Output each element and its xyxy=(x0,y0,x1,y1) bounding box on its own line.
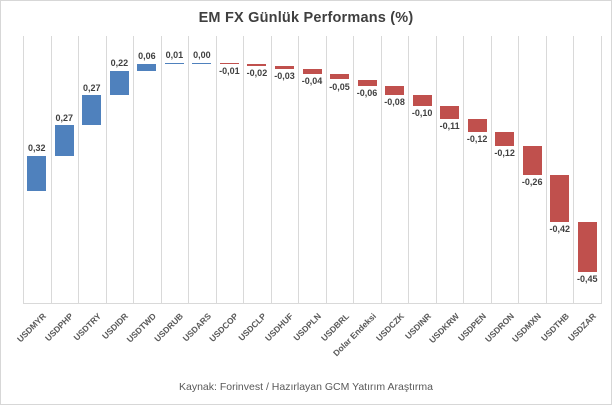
category-gridline xyxy=(188,36,190,304)
waterfall-bar-USDRON xyxy=(495,132,515,146)
waterfall-bar-USDTRY xyxy=(82,95,102,126)
bar-value-label: 0,27 xyxy=(83,82,101,93)
waterfall-bar-USDPLN xyxy=(302,69,322,74)
bar-value-label: 0,00 xyxy=(193,50,211,61)
waterfall-bar-USDRUB xyxy=(164,62,184,65)
category-gridline xyxy=(435,36,437,304)
category-gridline xyxy=(298,36,300,304)
bar-value-label: 0,01 xyxy=(165,50,184,61)
category-gridline xyxy=(270,36,272,304)
category-gridline xyxy=(215,36,217,304)
waterfall-bar-USDARS xyxy=(192,62,212,65)
bar-value-label: -0,12 xyxy=(494,147,515,158)
bar-value-label: -0,11 xyxy=(439,120,460,131)
bar-value-label: 0,27 xyxy=(55,112,74,123)
waterfall-bar-Dolar Endeksi xyxy=(357,79,377,87)
waterfall-bar-USDCZK xyxy=(385,86,405,96)
category-gridline xyxy=(545,36,547,304)
bar-value-label: -0,08 xyxy=(384,97,405,108)
waterfall-bar-USDPEN xyxy=(467,118,487,133)
category-gridline xyxy=(23,36,24,304)
waterfall-bar-USDKRW xyxy=(440,106,460,119)
category-gridline xyxy=(573,36,575,304)
category-gridline xyxy=(463,36,465,304)
bar-value-label: -0,10 xyxy=(411,108,433,119)
bar-value-label: 0,22 xyxy=(110,58,129,69)
bar-value-label: -0,03 xyxy=(274,71,295,82)
bar-value-label: -0,04 xyxy=(301,75,323,86)
category-gridline xyxy=(105,36,107,304)
waterfall-bar-USDPHP xyxy=(54,125,74,156)
bar-value-label: 0,06 xyxy=(138,51,156,62)
waterfall-bar-USDCOP xyxy=(219,62,239,65)
waterfall-bar-USDBRL xyxy=(330,73,350,80)
waterfall-bar-USDINR xyxy=(412,95,432,107)
waterfall-bar-USDMXN xyxy=(522,145,542,175)
bar-value-label: -0,05 xyxy=(329,81,350,92)
category-gridline xyxy=(160,36,162,304)
bar-value-label: -0,26 xyxy=(521,176,543,187)
waterfall-bar-USDZAR xyxy=(577,221,597,273)
bar-value-label: -0,12 xyxy=(466,134,488,145)
waterfall-bar-USDTHB xyxy=(550,174,570,222)
plot-area: 0,32 USDMYR 0,27 USDPHP 0,27 USDTRY 0,22 USDIDR… xyxy=(15,36,602,358)
category-gridline xyxy=(408,36,410,304)
category-gridline xyxy=(490,36,492,304)
category-gridline xyxy=(380,36,382,304)
chart-title: EM FX Günlük Performans (%) xyxy=(198,10,414,26)
bar-value-label: -0,06 xyxy=(356,88,378,99)
category-gridline xyxy=(243,36,245,304)
category-gridline xyxy=(518,36,520,304)
bar-value-label: -0,01 xyxy=(219,66,240,77)
bar-value-label: -0,42 xyxy=(549,223,570,234)
bar-value-label: -0,45 xyxy=(576,274,598,285)
category-gridline xyxy=(325,36,327,304)
x-axis-line xyxy=(23,303,601,304)
category-gridline xyxy=(78,36,80,304)
category-gridline xyxy=(353,36,355,304)
waterfall-bar-USDHUF xyxy=(274,66,294,70)
source-caption: Kaynak: Forinvest / Hazırlayan GCM Yatır… xyxy=(178,381,434,393)
bar-value-label: -0,02 xyxy=(246,68,268,79)
category-gridline xyxy=(133,36,135,304)
waterfall-bar-USDIDR xyxy=(109,70,129,96)
bar-value-label: 0,32 xyxy=(27,143,46,154)
category-gridline xyxy=(50,36,52,304)
waterfall-bar-USDTWD xyxy=(137,63,157,71)
waterfall-bar-USDCLP xyxy=(247,63,267,67)
waterfall-bar-USDMYR xyxy=(27,155,47,192)
category-gridline xyxy=(601,36,602,304)
